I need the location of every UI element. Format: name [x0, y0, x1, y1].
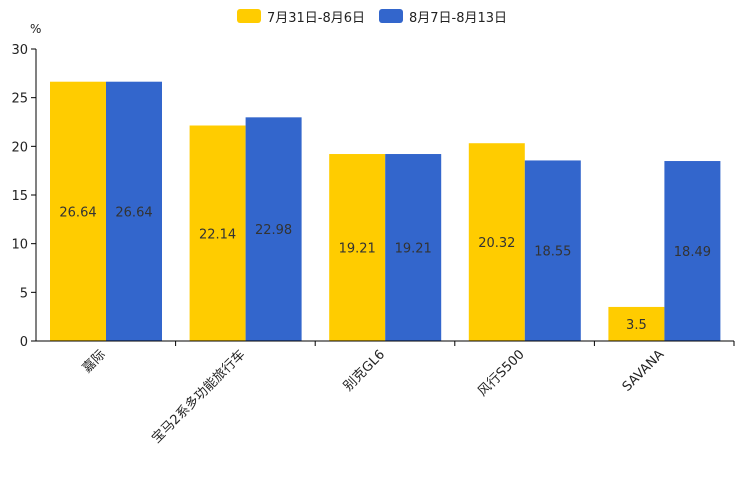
bar-series-2-1[interactable]: [245, 117, 302, 341]
y-tick-label: 20: [11, 140, 28, 155]
bar-series-2-2[interactable]: [385, 154, 442, 341]
bar-value-label: 26.64: [59, 205, 96, 220]
bar-series-1-0[interactable]: [50, 81, 106, 341]
legend-label-series-1: 7月31日-8月6日: [266, 10, 365, 26]
y-tick-label: 10: [11, 238, 28, 253]
bar-value-label: 20.32: [478, 236, 515, 251]
x-axis: 嘉际 宝马2系多功能旅行车 别克GL6 风行S500 SAVANA: [36, 340, 735, 447]
bar-value-label: 18.55: [534, 245, 571, 260]
bar-series-1-4[interactable]: [608, 306, 665, 341]
y-axis-unit: %: [30, 22, 41, 36]
bar-series-2-0[interactable]: [106, 81, 162, 341]
bar-value-label: 22.98: [255, 223, 292, 238]
legend: 7月31日-8月6日 8月7日-8月13日: [0, 6, 744, 26]
y-tick-label: 15: [11, 189, 28, 204]
bar-value-label: 3.5: [626, 318, 647, 333]
category-label: 宝马2系多功能旅行车: [149, 347, 249, 447]
y-tick-label: 25: [11, 92, 28, 107]
bar-series-1-3[interactable]: [468, 143, 525, 341]
bar-series-2-3[interactable]: [524, 160, 581, 341]
category-label: 风行S500: [475, 347, 527, 399]
legend-item-series-2[interactable]: 8月7日-8月13日: [379, 7, 507, 26]
y-tick-label: 5: [20, 286, 28, 301]
bar-value-label: 18.49: [674, 245, 711, 260]
bar-series-1-2[interactable]: [329, 154, 386, 341]
category-label: SAVANA: [620, 347, 668, 395]
y-tick-label: 0: [20, 335, 28, 350]
bar-series-2-4[interactable]: [664, 161, 721, 341]
bar-value-label: 19.21: [395, 242, 432, 257]
bar-value-label: 22.14: [199, 227, 236, 242]
legend-item-series-1[interactable]: 7月31日-8月6日: [236, 7, 365, 26]
bars: 26.64 26.64 22.14 22.98 19.21 19.21 20.32 18.55…: [50, 81, 721, 341]
bar-value-label: 26.64: [115, 205, 152, 220]
category-label: 别克GL6: [341, 347, 388, 394]
legend-swatch-series-2: [379, 9, 403, 23]
legend-label-series-2: 8月7日-8月13日: [409, 10, 508, 26]
y-axis: 0 5 10 15 20 25 30: [11, 43, 37, 350]
category-label: 嘉际: [80, 347, 109, 376]
y-tick-label: 30: [11, 43, 28, 58]
bar-series-1-1[interactable]: [189, 125, 246, 341]
bar-value-label: 19.21: [339, 242, 376, 257]
legend-swatch-series-1: [236, 9, 261, 23]
